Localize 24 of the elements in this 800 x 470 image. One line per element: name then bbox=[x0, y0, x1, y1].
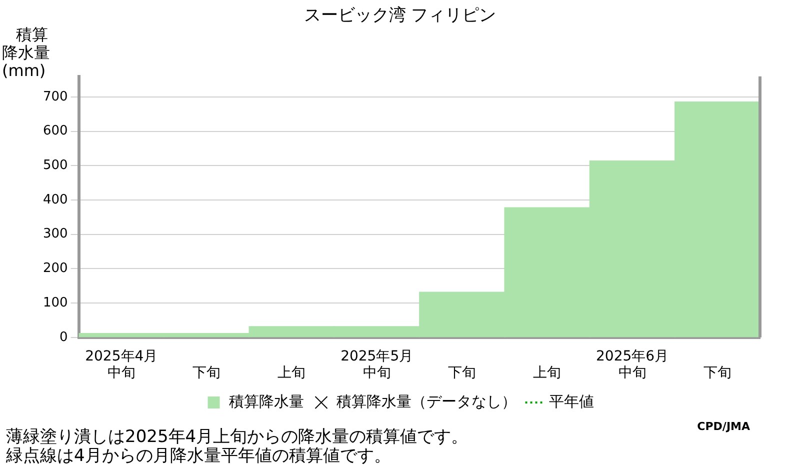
legend-label: 積算降水量 bbox=[228, 392, 304, 410]
y-tick-label: 400 bbox=[42, 192, 68, 208]
y-axis-title: 積算降水量(mm) bbox=[2, 25, 51, 80]
y-tick-label: 100 bbox=[42, 295, 68, 310]
chart-title: スービック湾 フィリピン bbox=[304, 6, 496, 26]
y-tick-label: 200 bbox=[42, 261, 68, 276]
x-tick-label: 上旬 bbox=[533, 365, 562, 382]
text: 薄緑塗り潰しは2025年4月上旬からの降水量の積算値です。 bbox=[6, 427, 468, 447]
text: 緑点線は4月からの月降水量平年値の積算値です。 bbox=[6, 446, 392, 466]
text: CPD/JMA bbox=[697, 420, 750, 433]
legend-label: 平年値 bbox=[548, 392, 594, 410]
y-tick-label: 500 bbox=[42, 158, 68, 174]
x-tick-label: 下旬 bbox=[448, 365, 476, 382]
y-tick-label: 0 bbox=[60, 330, 68, 345]
x-tick-label: 下旬 bbox=[703, 365, 732, 382]
y-tick-label: 700 bbox=[42, 89, 68, 104]
x-tick-label: 上旬 bbox=[278, 365, 306, 382]
y-tick-label: 600 bbox=[42, 124, 68, 139]
x-tick-label: 2025年5月中旬 bbox=[340, 348, 414, 382]
x-tick-label: 2025年4月中旬 bbox=[85, 348, 158, 382]
x-tick-label: 2025年6月中旬 bbox=[596, 348, 669, 382]
y-tick-label: 300 bbox=[42, 226, 68, 242]
legend-label: 積算降水量（データなし） bbox=[336, 392, 516, 410]
x-tick-label: 下旬 bbox=[192, 365, 221, 382]
